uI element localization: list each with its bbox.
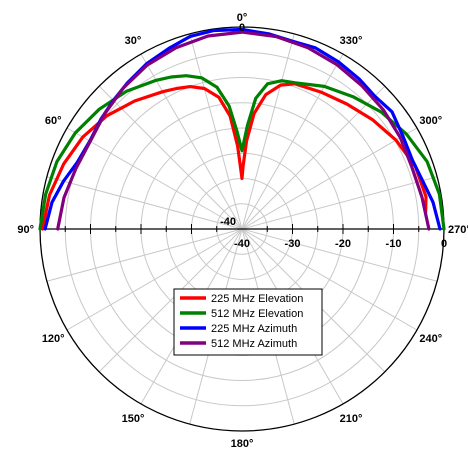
grid-spoke (241, 228, 438, 282)
angle-label: 30° (125, 35, 142, 47)
angle-label: 60° (45, 115, 62, 127)
series-line-0 (40, 82, 428, 231)
legend: 225 MHz Elevation 512 MHz Elevation 225 MH… (173, 288, 323, 356)
tick-label: 0 (239, 22, 245, 34)
grid-spoke (241, 85, 386, 230)
grid-spoke (189, 33, 243, 230)
grid-spoke (46, 176, 243, 230)
tick-label: 0 (441, 238, 447, 250)
angle-label: 300° (419, 115, 442, 127)
angle-label: 180° (231, 438, 254, 450)
grid-spoke (241, 127, 418, 230)
grid-spoke (241, 228, 418, 331)
angle-labels: 0° 30° 60° 90° 120° 150° 180° 210° 240° 270° 300° 3… (17, 12, 468, 450)
series-line-3 (56, 30, 431, 231)
grid-spoke (241, 176, 438, 230)
legend-label-1: 512 MHz Elevation (211, 308, 303, 320)
angle-label: 120° (42, 333, 65, 345)
series-line-2 (43, 27, 442, 231)
grid-spoke (140, 53, 243, 230)
tick-label: -40 (220, 216, 236, 228)
data-series (38, 27, 446, 231)
grid-spoke (241, 33, 295, 230)
grid-spoke (66, 127, 243, 230)
series-line-1 (38, 74, 446, 231)
angle-label: 90° (17, 224, 34, 236)
grid-spoke (46, 228, 243, 282)
grid-spoke (66, 228, 243, 331)
legend-label-3: 512 MHz Azimuth (211, 338, 297, 350)
angle-label: 240° (419, 333, 442, 345)
angle-label: 210° (340, 413, 363, 425)
tick-label: -20 (335, 238, 351, 250)
angle-label: 270° (448, 224, 468, 236)
grid-spoke (98, 85, 243, 230)
legend-label-0: 225 MHz Elevation (211, 293, 303, 305)
tick-label: -30 (285, 238, 301, 250)
grid-spoke (241, 53, 344, 230)
tick-label: -10 (386, 238, 402, 250)
radial-tick-labels: -40 -30 -20 -10 0 -40 0 (220, 22, 447, 250)
angle-label: 0° (237, 12, 248, 24)
angle-label: 330° (340, 35, 363, 47)
tick-label: -40 (234, 238, 250, 250)
angle-label: 150° (122, 413, 145, 425)
grid-spoke (98, 228, 243, 373)
legend-label-2: 225 MHz Azimuth (211, 323, 297, 335)
